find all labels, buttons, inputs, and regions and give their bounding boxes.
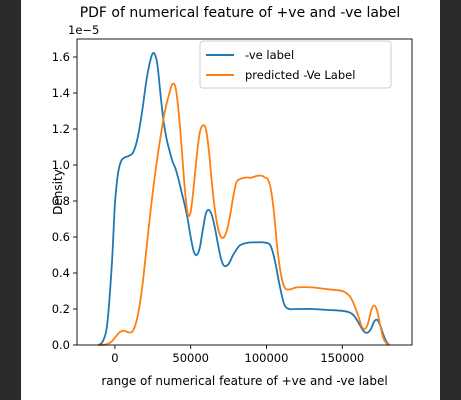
axes-frame	[76, 38, 413, 346]
x-tick-label: 100000	[245, 351, 289, 365]
x-tick-label: 0	[111, 351, 118, 365]
plot-area	[97, 51, 390, 346]
y-tick-label: 1.6	[52, 50, 70, 64]
y-tick-label: 1.4	[52, 86, 70, 100]
y-tick-label: 0.2	[52, 302, 70, 316]
y-tick-label: 0.8	[52, 194, 70, 208]
y-axis-label: Density	[51, 169, 65, 215]
chart-title: PDF of numerical feature of +ve and -ve …	[80, 5, 401, 21]
legend: -ve label predicted -Ve Label	[199, 40, 392, 89]
chart-figure: PDF of numerical feature of +ve and -ve …	[21, 0, 440, 400]
y-offset-label: 1e−5	[68, 23, 99, 37]
y-tick-label: 0.4	[52, 266, 70, 280]
y-tick-label: 1.0	[52, 158, 70, 172]
legend-label-series-0: -ve label	[245, 48, 294, 62]
series-line-0	[97, 51, 390, 346]
legend-label-series-1: predicted -Ve Label	[245, 68, 355, 82]
series-line-1	[98, 82, 390, 346]
y-tick-label: 0.0	[52, 338, 70, 352]
y-tick-label: 0.6	[52, 230, 70, 244]
axis-ticks: 0 50000 100000 150000 0.0 0.2 0.4 0.6 0.8 1.0 1.2 1…	[52, 50, 365, 365]
y-tick-label: 1.2	[52, 122, 70, 136]
legend-box	[199, 40, 392, 89]
density-chart: PDF of numerical feature of +ve and -ve …	[51, 5, 413, 388]
x-tick-label: 150000	[320, 351, 364, 365]
x-tick-label: 50000	[172, 351, 209, 365]
x-axis-label: range of numerical feature of +ve and -v…	[101, 374, 387, 388]
